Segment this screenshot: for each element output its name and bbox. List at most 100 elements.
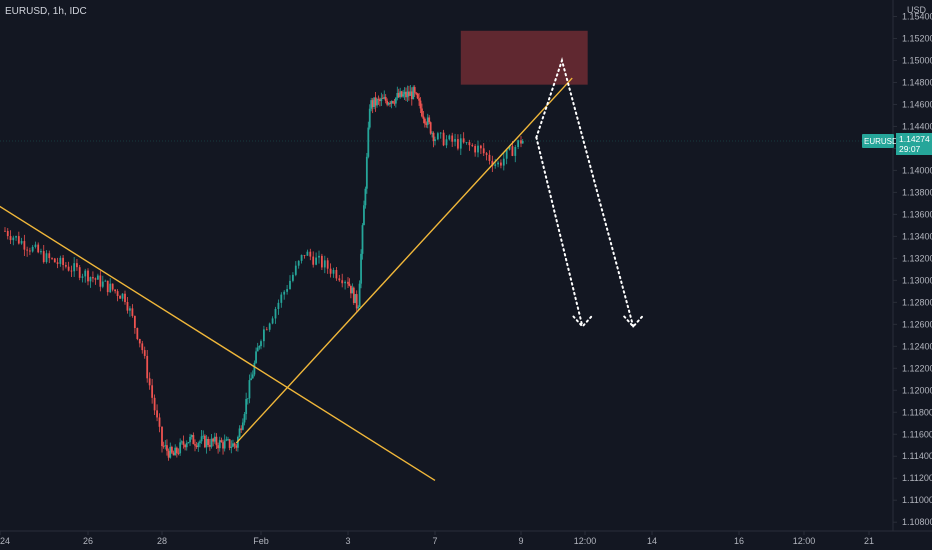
candle-body <box>360 253 362 284</box>
time-tick-label: 28 <box>157 536 167 546</box>
candle-body <box>373 97 375 108</box>
time-tick-label: 16 <box>734 536 744 546</box>
candle-body <box>250 378 252 381</box>
candle-body <box>180 441 183 443</box>
candle-body <box>421 108 423 117</box>
candle-body <box>255 351 257 363</box>
candle-body <box>393 102 396 104</box>
candle-body <box>410 91 413 100</box>
candle-body <box>12 237 15 241</box>
candle-body <box>399 91 402 98</box>
candle-body <box>166 445 168 451</box>
candle-body <box>260 341 262 346</box>
candle-body <box>199 441 201 444</box>
candle-body <box>459 138 462 149</box>
candle-body <box>179 442 182 454</box>
candle-body <box>171 446 173 453</box>
candle-body <box>477 145 479 153</box>
time-tick-label: 9 <box>518 536 523 546</box>
candle-body <box>351 287 354 294</box>
candle-body <box>277 302 280 309</box>
time-axis[interactable]: 24 26 28 Feb 3 7 9 12:00 14 16 12:00 21 <box>0 531 874 546</box>
candle-body <box>429 122 432 134</box>
candle-body <box>451 135 454 142</box>
candle-body <box>136 328 139 339</box>
candle-body <box>223 440 226 449</box>
candle-body <box>119 295 121 299</box>
candle-body <box>34 244 37 247</box>
candle-body <box>419 100 422 109</box>
candle-body <box>292 274 294 281</box>
price-badge-countdown: 29:07 <box>899 144 921 154</box>
candle-body <box>423 118 426 124</box>
candle-body <box>364 188 367 206</box>
candle-body <box>101 281 104 287</box>
candle-body <box>56 262 59 264</box>
candle-body <box>182 441 185 445</box>
candle-body <box>89 277 92 282</box>
candle-body <box>143 350 146 356</box>
candle-body <box>177 453 180 455</box>
candle-body <box>323 260 326 268</box>
candle-body <box>42 251 45 263</box>
candle-body <box>376 99 378 106</box>
candle-body <box>167 450 170 458</box>
price-tick-label: 1.15200 <box>902 33 932 43</box>
candle-body <box>131 308 134 316</box>
candle-body <box>341 280 344 284</box>
candle-body <box>274 308 277 319</box>
descending-trendline <box>0 205 436 482</box>
candle-body <box>335 269 338 279</box>
candle-body <box>392 101 394 103</box>
candle-body <box>256 347 259 352</box>
candle-body <box>396 92 399 98</box>
price-tick-label: 1.14600 <box>902 99 932 109</box>
candle-body <box>303 254 306 256</box>
candle-body <box>99 275 102 287</box>
candle-body <box>491 160 494 166</box>
candle-body <box>81 276 84 278</box>
candle-body <box>415 92 418 94</box>
candle-body <box>367 127 370 157</box>
candle-body <box>174 447 177 456</box>
projection-arrow-via-zone <box>535 56 635 328</box>
candle-body <box>352 287 355 303</box>
time-tick-label: 21 <box>864 536 874 546</box>
candle-body <box>502 158 505 166</box>
candle-body <box>306 251 309 256</box>
annotations-layer <box>0 30 644 482</box>
candle-body <box>204 435 206 448</box>
candle-body <box>20 241 23 244</box>
candle-body <box>508 146 511 150</box>
candle-body <box>315 257 317 265</box>
time-tick-label: 14 <box>647 536 657 546</box>
candle-body <box>280 294 283 303</box>
candle-body <box>189 436 191 443</box>
candle-body <box>15 236 17 238</box>
candle-body <box>248 380 251 399</box>
candle-body <box>129 308 131 311</box>
candle-body <box>405 91 407 98</box>
price-tick-label: 1.12200 <box>902 363 932 373</box>
price-tick-label: 1.14000 <box>902 165 932 175</box>
candle-body <box>350 285 352 294</box>
candle-body <box>222 442 224 449</box>
price-tick-label: 1.13600 <box>902 209 932 219</box>
currency-label: USD <box>907 5 927 15</box>
price-axis[interactable]: 1.15400 1.15200 1.15000 1.14800 1.14600 1.144… <box>893 11 932 527</box>
candle-body <box>213 436 216 442</box>
candle-body <box>289 280 291 290</box>
candle-body <box>422 116 425 119</box>
time-tick-label: 12:00 <box>574 536 597 546</box>
candle-body <box>104 280 107 282</box>
candle-body <box>488 154 491 161</box>
candle-body <box>409 91 412 96</box>
candle-body <box>384 96 387 101</box>
candle-body <box>381 98 384 100</box>
symbol-label[interactable]: EURUSD, 1h, IDC <box>5 6 87 17</box>
candle-body <box>217 445 219 449</box>
candle-body <box>53 258 56 263</box>
candle-body <box>62 257 64 266</box>
price-tick-label: 1.12600 <box>902 319 932 329</box>
